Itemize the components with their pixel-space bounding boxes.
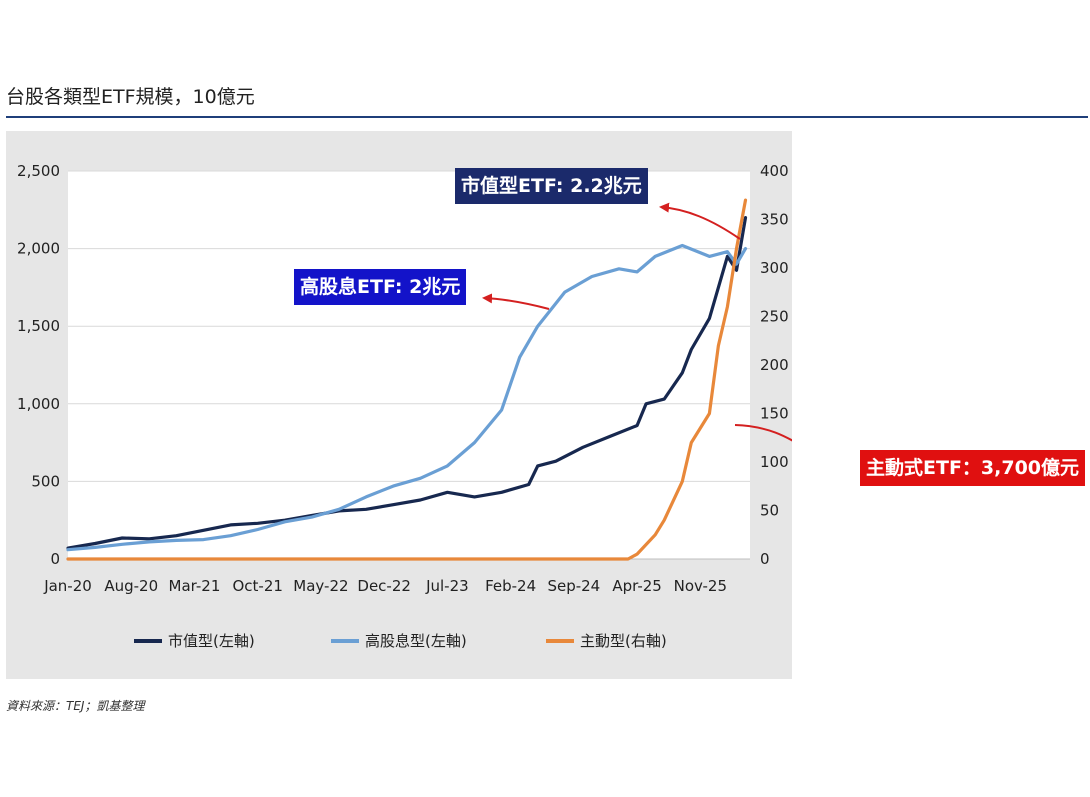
left-tick-label: 1,000 [17,395,60,413]
left-axis-ticks: 0 500 1,000 1,500 2,000 2,500 [17,162,60,568]
plot-area [68,171,750,559]
market-cap-line [66,216,748,550]
x-tick-label: Jul-23 [425,577,469,595]
right-tick-label: 0 [760,550,770,568]
title-divider [6,116,1088,118]
right-tick-label: 100 [760,453,789,471]
right-tick-label: 200 [760,356,789,374]
right-tick-label: 150 [760,405,789,423]
arrow-market-cap [659,202,741,240]
callout-active: 主動式ETF：3,700億元 [860,450,1086,486]
right-axis-ticks: 0 50 100 150 200 250 300 350 400 [760,162,789,568]
source-note: 資料來源：TEJ；凱基整理 [6,699,145,713]
legend-high-dividend-label: 高股息型(左軸) [365,632,467,650]
high-dividend-line [66,243,748,552]
x-tick-label: Feb-24 [485,577,536,595]
callout-arrows [482,202,792,442]
legend: 市值型(左軸) 高股息型(左軸) 主動型(右軸) [134,632,667,650]
series-lines [66,198,748,561]
x-tick-label: May-22 [293,577,348,595]
x-tick-label: Dec-22 [357,577,411,595]
x-tick-label: Apr-25 [612,577,662,595]
left-tick-label: 2,000 [17,240,60,258]
x-axis-ticks: Jan-20 Aug-20 Mar-21 Oct-21 May-22 Dec-22 Jul-… [43,577,727,595]
callout-high-dividend: 高股息ETF: 2兆元 [294,269,467,305]
chart-svg: 0 500 1,000 1,500 2,000 2,500 0 50 100 150 200 250… [17,162,792,650]
left-tick-label: 2,500 [17,162,60,180]
x-tick-label: Jan-20 [43,577,92,595]
x-tick-label: Oct-21 [232,577,282,595]
x-tick-label: Mar-21 [169,577,221,595]
x-tick-label: Nov-25 [674,577,727,595]
right-tick-label: 350 [760,211,789,229]
x-tick-label: Aug-20 [104,577,158,595]
page-title: 台股各類型ETF規模，10億元 [6,86,255,108]
legend-active-label: 主動型(右軸) [580,632,667,650]
callout-market-cap: 市值型ETF: 2.2兆元 [455,168,648,204]
arrow-high-dividend [482,293,550,310]
x-tick-label: Sep-24 [547,577,600,595]
left-tick-label: 0 [50,550,60,568]
legend-market-cap-label: 市值型(左軸) [168,632,255,650]
left-tick-label: 1,500 [17,317,60,335]
arrow-active [734,424,792,442]
right-tick-label: 300 [760,259,789,277]
right-tick-label: 50 [760,502,779,520]
chart-panel: 0 500 1,000 1,500 2,000 2,500 0 50 100 150 200 250… [6,131,792,679]
right-tick-label: 250 [760,308,789,326]
active-line [66,198,748,561]
left-tick-label: 500 [31,472,60,490]
right-tick-label: 400 [760,162,789,180]
